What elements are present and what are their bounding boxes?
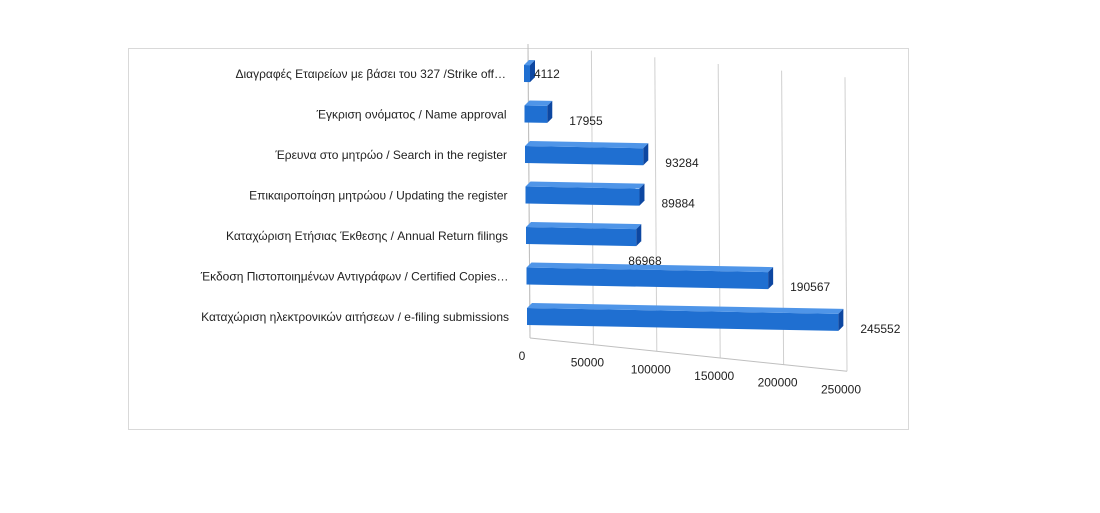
bar-front <box>526 267 769 290</box>
bar-top <box>525 141 649 149</box>
bar <box>526 262 774 290</box>
x-tick-label: 100000 <box>631 362 671 376</box>
category-label: Επικαιροποίηση μητρώου / Updating the re… <box>249 189 507 203</box>
bar-front <box>524 65 530 83</box>
bar-front <box>527 308 839 331</box>
bar-side <box>768 267 774 290</box>
gridline <box>654 57 658 352</box>
value-label: 86968 <box>628 254 662 268</box>
value-label: 17955 <box>569 114 603 128</box>
x-tick-label: 150000 <box>694 369 734 383</box>
bar <box>524 100 553 123</box>
bar <box>525 141 649 166</box>
bar-front <box>524 105 548 123</box>
bar <box>525 181 645 206</box>
floor-edge <box>529 337 848 372</box>
category-label: Έρευνα στο μητρώο / Search in the regist… <box>274 148 507 162</box>
labels-layer: 0 50000 100000 150000 200000 250000 Διαγραφές … <box>200 67 901 396</box>
category-label: Διαγραφές Εταιρείων με βάσει του 327 /St… <box>235 67 506 81</box>
bar-side <box>530 60 535 83</box>
bar-front <box>525 186 640 206</box>
bars-layer <box>524 60 844 331</box>
x-tick-label: 250000 <box>821 382 861 396</box>
bar <box>527 303 844 331</box>
value-label: 93284 <box>665 156 699 170</box>
bar-top <box>526 222 642 230</box>
bar-side <box>838 308 844 331</box>
grid-layer <box>527 43 848 372</box>
bar-side <box>547 100 553 123</box>
chart-frame <box>128 48 909 430</box>
bar-side <box>643 143 649 166</box>
value-label: 4112 <box>534 67 560 81</box>
bar-side <box>636 224 642 247</box>
gridline <box>844 77 848 372</box>
category-label: Έγκριση ονόματος / Name approval <box>316 108 507 122</box>
bar-top <box>524 100 553 106</box>
x-tick-label: 200000 <box>758 376 798 390</box>
bar-top <box>526 262 774 273</box>
value-label: 89884 <box>661 197 695 211</box>
value-label: 190567 <box>790 280 830 294</box>
x-tick-label: 50000 <box>571 356 605 370</box>
value-label: 245552 <box>860 322 900 336</box>
bar <box>524 60 535 83</box>
bar-top <box>524 60 535 66</box>
bar-side <box>639 183 645 206</box>
bar-top <box>525 181 645 189</box>
bar-front <box>526 227 637 247</box>
x-tick-label: 0 <box>519 349 526 363</box>
category-label: Καταχώριση ηλεκτρονικών αιτήσεων / e-fil… <box>201 310 509 324</box>
category-label: Καταχώριση Ετήσιας Έκθεσης / Annual Retu… <box>226 229 508 243</box>
category-label: Έκδοση Πιστοποιημένων Αντιγράφων / Certi… <box>200 270 509 284</box>
bar <box>526 222 642 247</box>
bar-top <box>527 303 844 314</box>
bar-front <box>525 146 644 166</box>
